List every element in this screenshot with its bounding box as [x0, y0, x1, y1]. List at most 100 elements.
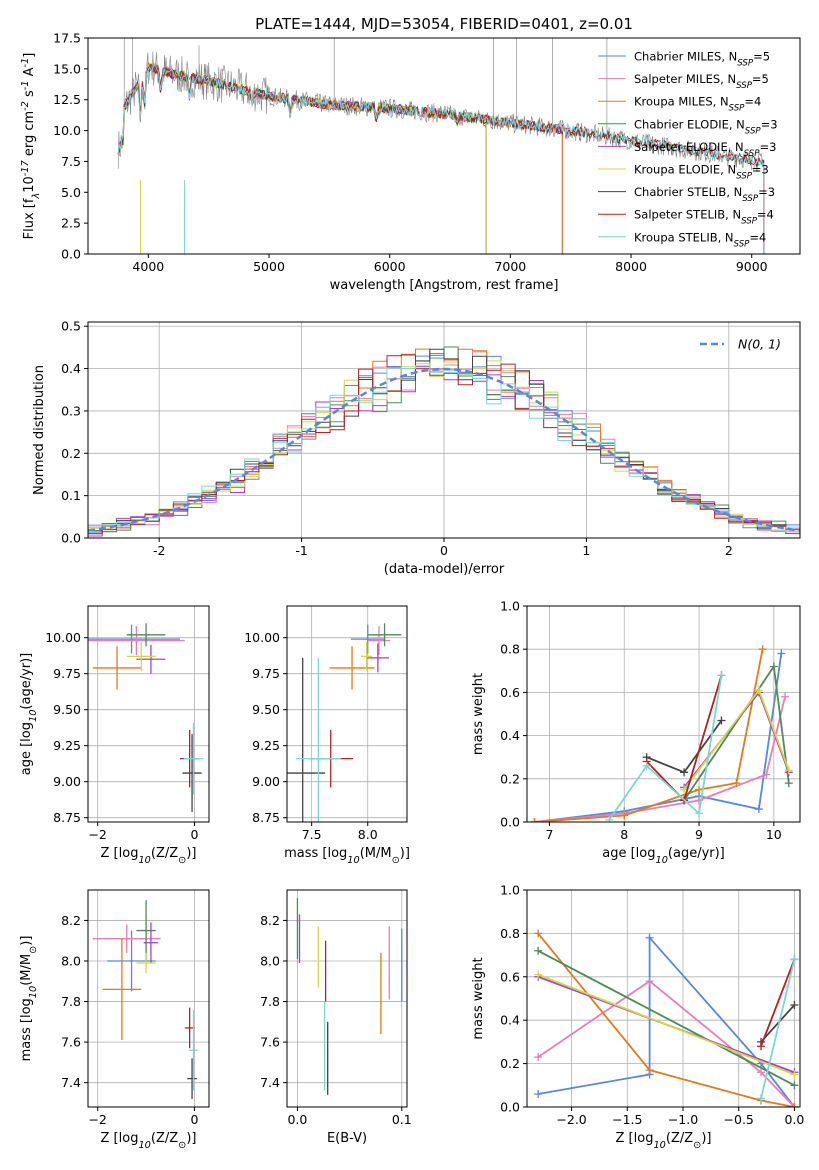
mass-weight-marker — [695, 785, 704, 794]
y-tick-label: 7.4 — [61, 1075, 81, 1090]
y-tick-label: 10.0 — [53, 123, 81, 138]
x-tick-label: −2.0 — [556, 1112, 586, 1127]
text-run: (age/yr)] — [19, 653, 34, 710]
mass-weight-marker — [781, 692, 790, 701]
model-spectrum-line — [117, 63, 487, 254]
y-tick-label: 0.6 — [500, 969, 520, 984]
y-tick-label: 8.0 — [61, 953, 81, 968]
plot-area — [117, 38, 765, 254]
mass-weight-marker — [790, 1001, 799, 1010]
y-tick-label: 7.8 — [61, 994, 81, 1009]
text-run: Salpeter MILES, N — [634, 72, 736, 86]
mass-weight-marker — [534, 929, 543, 938]
text-run: A — [22, 67, 37, 80]
x-tick-label: 0 — [191, 1112, 199, 1127]
y-tick-label: 15.0 — [53, 61, 81, 76]
x-axis-label: wavelength [Angstrom, rest frame] — [330, 278, 559, 293]
y-tick-label: 10.00 — [45, 630, 81, 645]
math-run: 10 — [655, 855, 667, 866]
x-tick-label: 8000 — [615, 259, 647, 274]
x-tick-label: 0.0 — [784, 1112, 804, 1127]
axes-frame — [87, 37, 801, 255]
text-run: (M/M — [360, 846, 392, 861]
y-tick-label: 12.5 — [53, 92, 81, 107]
text-run: Z [log — [101, 846, 139, 861]
text-run: mass weight — [471, 957, 486, 1039]
y-tick-label: 1.0 — [500, 599, 520, 614]
text-run: Salpeter STELIB, N — [634, 208, 741, 222]
text-run: (data-model)/error — [384, 562, 505, 577]
text-run: erg cm — [22, 111, 37, 160]
residual-histogram-step — [88, 348, 800, 537]
y-tick-label: 7.4 — [260, 1075, 280, 1090]
y-tick-label: 0.2 — [61, 446, 81, 461]
text-run: =3 — [752, 163, 769, 177]
y-tick-label: 7.6 — [260, 1035, 280, 1050]
mass-weight-marker — [620, 811, 629, 820]
y-axis-label: Flux [fλ10-17 erg cm-2 s-1 A-1] — [20, 53, 42, 240]
y-tick-label: 0.0 — [500, 1100, 520, 1115]
model-spectrum-line — [117, 63, 765, 254]
plot-area — [287, 623, 402, 822]
y-tick-label: 9.00 — [53, 774, 81, 789]
mass-weight-marker — [754, 686, 763, 695]
model-spectrum-line — [117, 62, 487, 254]
legend-label: Salpeter MILES, NSSP=5 — [634, 72, 769, 91]
text-run: =3 — [759, 140, 776, 154]
mass-weight-line — [537, 950, 795, 1087]
axes-frame — [526, 889, 801, 1108]
x-axis-label: Z [log10(Z/Z⊙)] — [101, 1131, 197, 1151]
text-run: Chabrier STELIB, N — [634, 185, 742, 199]
x-tick-label: −2 — [88, 1112, 106, 1127]
residual-histogram-step — [88, 360, 800, 534]
text-run: Kroupa ELODIE, N — [634, 163, 736, 177]
x-tick-label: 9 — [695, 827, 703, 842]
y-tick-label: 9.75 — [53, 666, 81, 681]
text-run: Z [log — [616, 1131, 654, 1146]
x-tick-label: −2 — [88, 827, 106, 842]
mass-weight-marker — [534, 970, 543, 979]
math-run: 10 — [28, 710, 39, 722]
y-tick-label: 0.4 — [500, 1013, 520, 1028]
math-run: 10 — [138, 1140, 150, 1151]
x-tick-label: 2 — [725, 543, 733, 558]
mass-weight-marker — [790, 1070, 799, 1079]
x-tick-label: 4000 — [132, 259, 164, 274]
math-run: SSP — [745, 126, 762, 136]
text-run: Z [log — [101, 1131, 139, 1146]
y-tick-label: 9.50 — [252, 702, 280, 717]
y-tick-label: 7.5 — [61, 154, 81, 169]
text-run: =3 — [761, 117, 778, 131]
x-tick-label: -2 — [153, 543, 165, 558]
mass-weight-marker — [790, 1103, 799, 1107]
text-run: )] — [701, 1131, 711, 1146]
mass-weight-line — [537, 932, 795, 1107]
x-tick-label: 7.5 — [302, 827, 322, 842]
math-run: SSP — [729, 104, 746, 114]
text-run: =4 — [757, 208, 774, 222]
y-tick-label: 9.25 — [252, 738, 280, 753]
y-tick-label: 8.2 — [260, 913, 280, 928]
plot-area — [296, 898, 403, 1095]
text-run: age [log — [602, 846, 655, 861]
text-run: )] — [186, 1131, 196, 1146]
mass-weight-marker — [754, 805, 763, 814]
text-run: Kroupa STELIB, N — [634, 230, 734, 244]
mass-weight-marker — [695, 809, 704, 818]
y-tick-label: 9.25 — [53, 738, 81, 753]
math-run: -2 — [20, 101, 31, 111]
mass-weight-marker — [769, 662, 778, 671]
mass-weight-marker — [757, 1094, 765, 1103]
legend-label: Kroupa MILES, NSSP=4 — [634, 95, 761, 114]
model-spectrum-line — [117, 62, 487, 254]
text-run: (Z/Z — [151, 846, 178, 861]
y-tick-label: 9.75 — [252, 666, 280, 681]
text-run: )] — [186, 846, 196, 861]
mass-weight-marker — [642, 761, 651, 770]
text-run: ] — [22, 53, 37, 58]
text-run: Chabrier ELODIE, N — [634, 117, 745, 131]
x-axis-label: Z [log10(Z/Z⊙)] — [616, 1131, 712, 1151]
text-run: wavelength [Angstrom, rest frame] — [330, 278, 559, 293]
mass-weight-line — [537, 935, 796, 1107]
